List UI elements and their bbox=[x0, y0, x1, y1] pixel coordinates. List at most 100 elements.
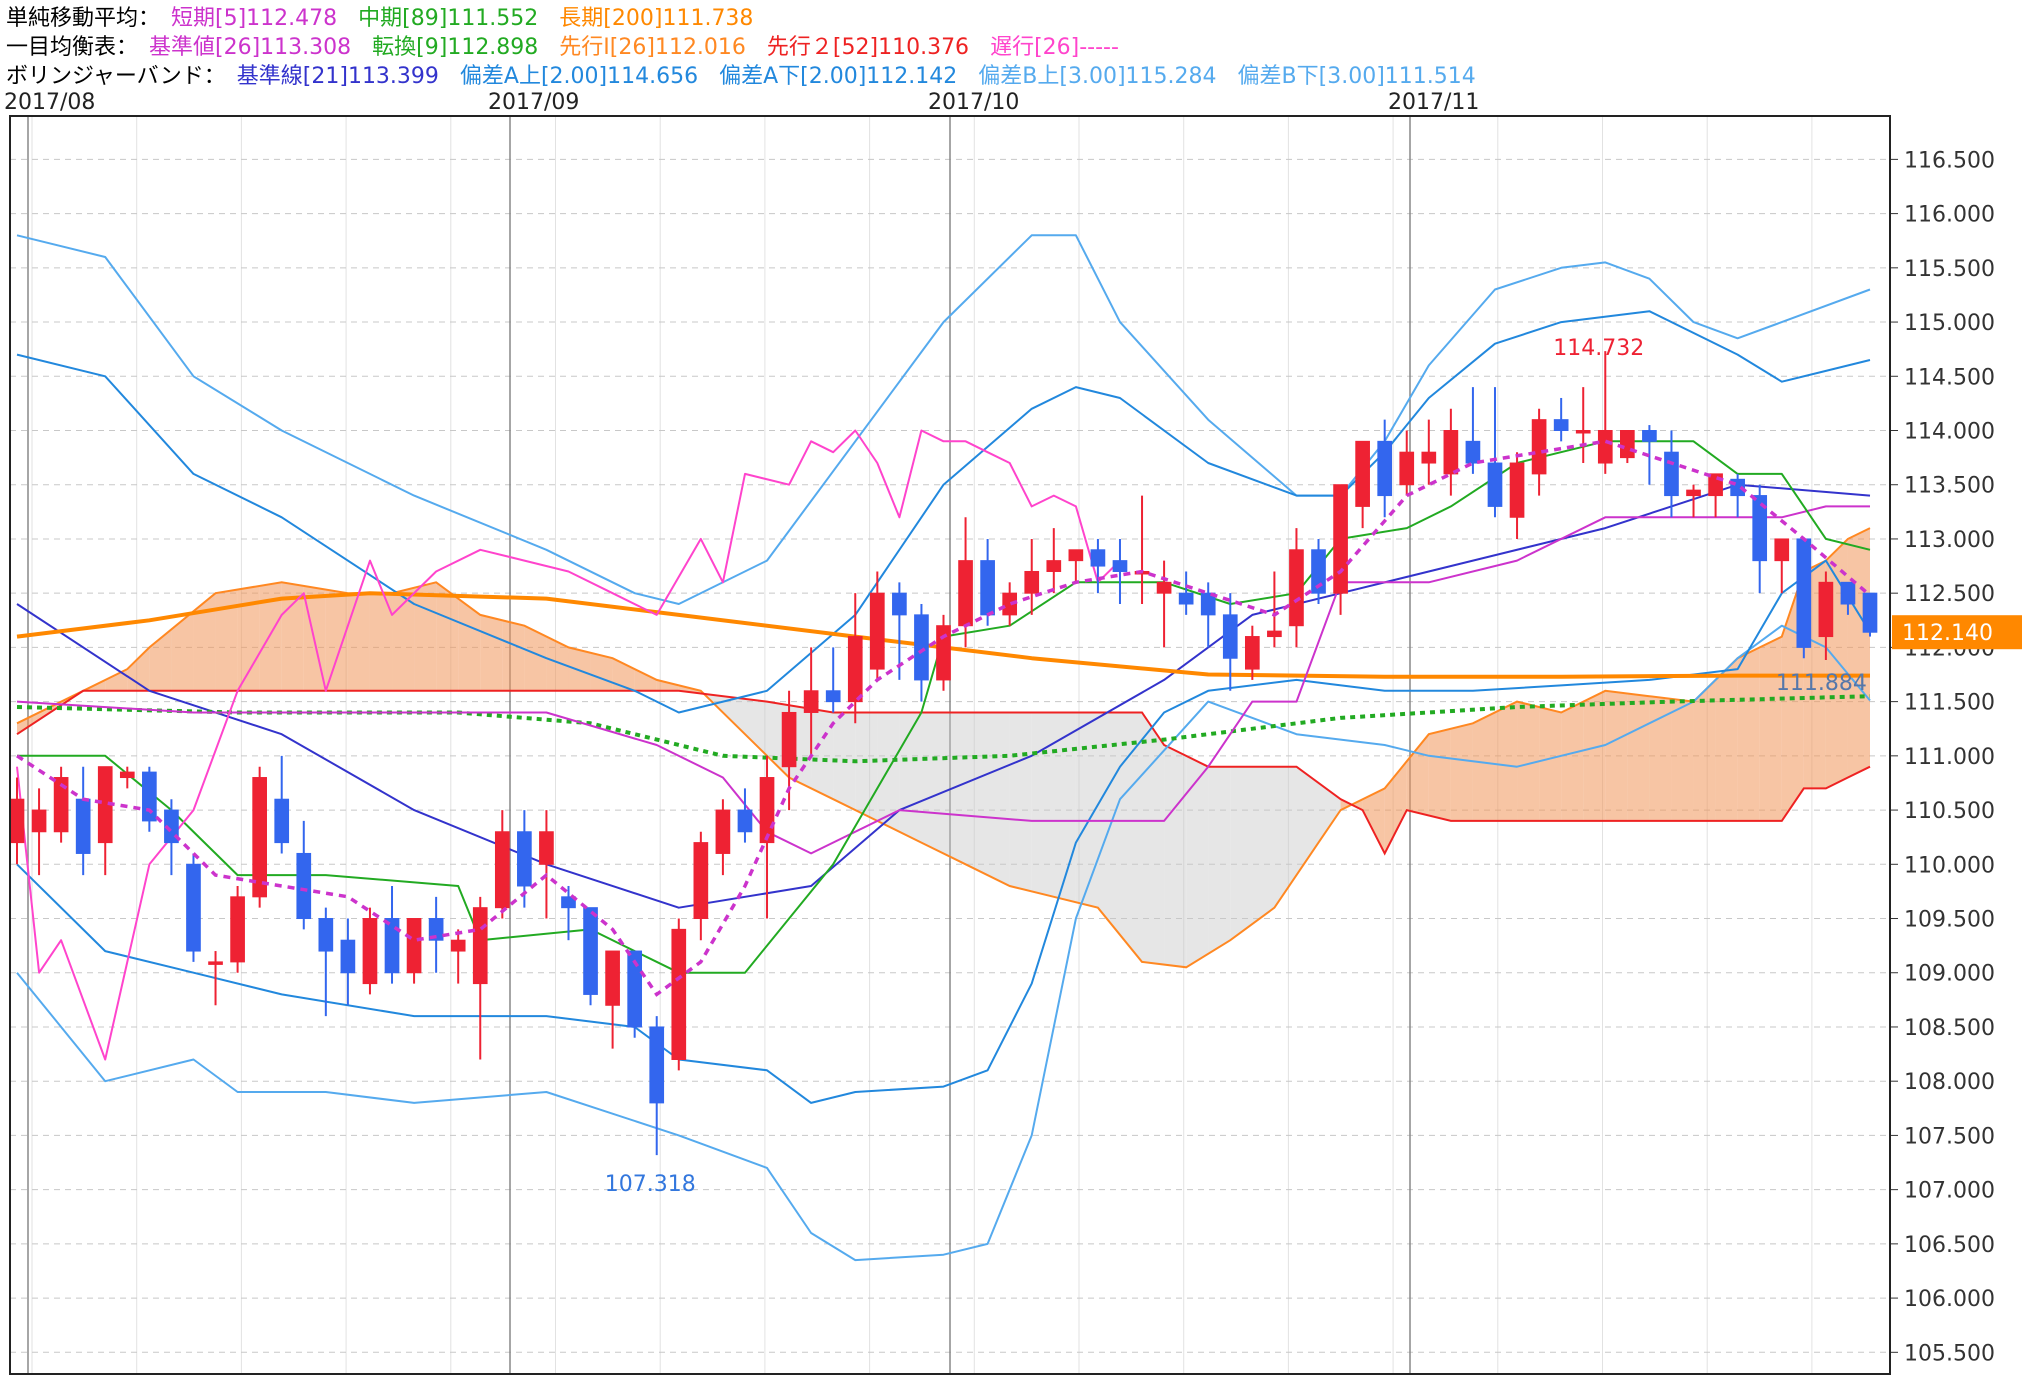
indicator-legend: 単純移動平均： 短期[5]112.478 中期[89]111.552 長期[20… bbox=[6, 4, 1606, 91]
y-tick-label: 110.000 bbox=[1904, 853, 1995, 878]
candle-body bbox=[1774, 538, 1790, 562]
candle-body bbox=[1642, 430, 1657, 442]
y-tick-label: 109.000 bbox=[1904, 962, 1995, 987]
candle-body bbox=[759, 777, 775, 844]
ichimoku-cloud-segment bbox=[1097, 712, 1120, 935]
legend-sma-long: 長期[200]111.738 bbox=[559, 6, 754, 31]
candle-body bbox=[186, 863, 201, 952]
candle-body bbox=[1399, 451, 1415, 486]
candle-body bbox=[1024, 570, 1040, 594]
series-line-boll-b-up bbox=[16, 234, 1871, 605]
last-price-label: 112.140 bbox=[1902, 621, 1993, 646]
ichimoku-cloud-segment bbox=[1053, 712, 1076, 903]
candle-body bbox=[649, 1026, 665, 1104]
ichimoku-cloud-segment bbox=[877, 712, 900, 832]
candle-body bbox=[1333, 484, 1348, 594]
y-tick-label: 108.500 bbox=[1904, 1016, 1995, 1041]
ichimoku-cloud-segment bbox=[1075, 712, 1098, 908]
candle-body bbox=[119, 771, 135, 779]
candle-body bbox=[1046, 560, 1062, 572]
candle-body bbox=[75, 798, 91, 854]
ichimoku-cloud-segment bbox=[1296, 766, 1319, 876]
ichimoku-cloud-segment bbox=[171, 611, 194, 691]
ichimoku-cloud-segment bbox=[1759, 636, 1782, 821]
candle-body bbox=[252, 777, 267, 898]
y-tick-label: 116.500 bbox=[1904, 148, 1995, 173]
ichimoku-cloud-segment bbox=[1450, 723, 1473, 821]
candle-body bbox=[517, 831, 532, 887]
ichimoku-cloud-segment bbox=[1561, 701, 1584, 821]
y-tick-label: 114.500 bbox=[1904, 365, 1995, 390]
candle-body bbox=[1509, 462, 1525, 518]
series-line-kijun bbox=[16, 505, 1870, 855]
x-tick-label: 2017/08 bbox=[4, 90, 95, 115]
y-tick-label: 116.000 bbox=[1904, 203, 1995, 228]
y-tick-label: 106.000 bbox=[1904, 1287, 1995, 1312]
candle-body bbox=[561, 896, 576, 909]
ichimoku-cloud-segment bbox=[1847, 528, 1870, 778]
candle-body bbox=[1708, 473, 1723, 497]
candle-body bbox=[1090, 549, 1106, 567]
candle-body bbox=[1200, 592, 1216, 616]
ichimoku-cloud-segment bbox=[237, 585, 260, 691]
candle-body bbox=[164, 809, 179, 844]
candle-body bbox=[605, 950, 620, 1006]
legend-bollinger-a-up: 偏差A上[2.00]114.656 bbox=[459, 64, 699, 89]
candle-body bbox=[693, 842, 709, 920]
candle-body bbox=[450, 939, 466, 952]
ichimoku-cloud-segment bbox=[1494, 701, 1518, 821]
ichimoku-cloud-segment bbox=[1318, 782, 1341, 843]
candle-body bbox=[958, 560, 973, 627]
ichimoku-cloud-segment bbox=[1274, 766, 1297, 908]
legend-ichimoku-title: 一目均衡表： bbox=[6, 35, 139, 60]
y-tick-label: 113.500 bbox=[1904, 474, 1995, 499]
legend-bollinger-b-dn: 偏差B下[3.00]111.514 bbox=[1237, 64, 1476, 89]
candle-body bbox=[1686, 489, 1701, 497]
candle-body bbox=[1531, 419, 1547, 475]
series-line-boll-b-dn bbox=[16, 624, 1871, 1262]
y-tick-label: 106.500 bbox=[1904, 1233, 1995, 1258]
candle-body bbox=[1465, 440, 1481, 464]
ichimoku-cloud-segment bbox=[1362, 788, 1385, 854]
ichimoku-cloud-segment bbox=[1472, 712, 1495, 821]
candle-body bbox=[1840, 581, 1856, 605]
legend-sma-title: 単純移動平均： bbox=[6, 6, 161, 31]
ichimoku-cloud-segment bbox=[744, 698, 768, 756]
ichimoku-cloud-segment bbox=[568, 647, 591, 691]
candle-body bbox=[781, 711, 797, 768]
series-line-boll-a-dn bbox=[16, 559, 1871, 1104]
ichimoku-cloud-segment bbox=[1539, 707, 1562, 821]
candle-body bbox=[671, 928, 687, 1060]
candle-body bbox=[1178, 592, 1194, 605]
ichimoku-cloud-segment bbox=[546, 636, 569, 691]
candle-body bbox=[340, 939, 356, 974]
candle-body bbox=[142, 771, 157, 822]
x-tick-label: 2017/11 bbox=[1388, 90, 1479, 115]
y-tick-label: 114.000 bbox=[1904, 420, 1995, 445]
ichimoku-cloud-segment bbox=[369, 593, 393, 691]
legend-ichimoku-span1: 先行Ⅰ[26]112.016 bbox=[559, 35, 746, 60]
ichimoku-cloud-segment bbox=[1517, 701, 1540, 821]
candle-body bbox=[428, 918, 444, 941]
series-line-sma-short bbox=[16, 439, 1872, 997]
ichimoku-cloud-segment bbox=[855, 712, 878, 821]
ichimoku-cloud-segment bbox=[1186, 755, 1209, 968]
ichimoku-cloud-segment bbox=[1583, 690, 1606, 821]
ichimoku-cloud-segment bbox=[1825, 538, 1848, 789]
candle-body bbox=[362, 918, 378, 985]
candle-body bbox=[274, 798, 290, 844]
candle-body bbox=[803, 690, 819, 713]
y-tick-label: 115.000 bbox=[1904, 311, 1995, 336]
legend-ichimoku-base: 基準値[26]113.308 bbox=[149, 35, 352, 60]
legend-sma-mid: 中期[89]111.552 bbox=[358, 6, 539, 31]
candle-body bbox=[1267, 630, 1282, 638]
ichimoku-cloud-segment bbox=[1230, 766, 1253, 941]
candle-body bbox=[583, 907, 598, 995]
candle-body bbox=[472, 907, 488, 985]
candle-body bbox=[208, 961, 223, 965]
ichimoku-cloud-segment bbox=[1605, 690, 1628, 821]
ichimoku-cloud-segment bbox=[392, 587, 415, 691]
ichimoku-cloud-segment bbox=[17, 712, 40, 735]
ichimoku-cloud-segment bbox=[1627, 693, 1650, 821]
